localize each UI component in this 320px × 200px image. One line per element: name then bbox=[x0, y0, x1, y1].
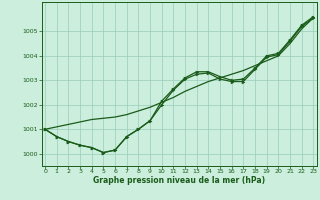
X-axis label: Graphe pression niveau de la mer (hPa): Graphe pression niveau de la mer (hPa) bbox=[93, 176, 265, 185]
